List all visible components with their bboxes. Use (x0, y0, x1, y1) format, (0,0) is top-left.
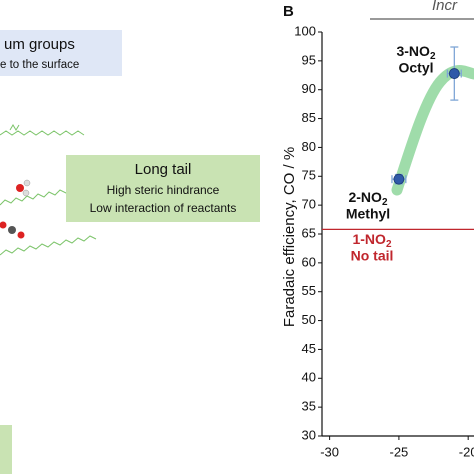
green-box (0, 425, 12, 474)
y-tick-label: 60 (302, 254, 316, 269)
annotation-subscript: 2 (386, 239, 392, 250)
x-tick-label: -25 (390, 444, 409, 459)
annotation: 2-NO2 (348, 189, 387, 208)
y-tick-label: 90 (302, 81, 316, 96)
atom (0, 221, 7, 229)
y-tick-label: 40 (302, 370, 316, 385)
trend-band (391, 65, 474, 196)
annotation-text: 2-NO (348, 189, 382, 205)
y-tick-label: 65 (302, 225, 316, 240)
green-box (66, 155, 260, 222)
annotation: No tail (351, 248, 394, 264)
annotation: 3-NO2 (396, 43, 435, 62)
box-title: Long tail (135, 161, 192, 178)
y-tick-label: 100 (294, 23, 316, 38)
y-axis-title: Faradaic efficiency, CO / % (281, 147, 298, 327)
y-tick-label: 80 (302, 139, 316, 154)
box-text: um groups (4, 36, 75, 53)
blue-box (0, 30, 122, 76)
y-tick-label: 50 (302, 312, 316, 327)
panel-label: B (283, 3, 294, 20)
box-text: e to the surface (0, 59, 79, 71)
box-text: Low interaction of reactants (90, 201, 237, 215)
atom (22, 189, 30, 197)
annotation-subscript: 2 (382, 197, 388, 208)
atom (8, 226, 16, 234)
atom (17, 231, 25, 239)
y-tick-label: 70 (302, 197, 316, 212)
y-tick-label: 45 (302, 341, 316, 356)
y-tick-label: 35 (302, 399, 316, 414)
annotation: Octyl (398, 60, 433, 76)
x-tick-label: -30 (320, 444, 339, 459)
atom (16, 184, 24, 192)
point (448, 68, 460, 79)
y-tick-label: 85 (302, 110, 316, 125)
y-tick-label: 55 (302, 283, 316, 298)
atom (23, 179, 31, 187)
molecules (0, 179, 31, 239)
annotation-subscript: 2 (430, 51, 436, 62)
annotation-text: 3-NO (396, 43, 430, 59)
header-text: Incr (432, 0, 458, 14)
y-tick-label: 95 (302, 52, 316, 67)
annotation: Methyl (346, 206, 390, 222)
box-text: High steric hindrance (107, 183, 220, 197)
y-tick-label: 75 (302, 168, 316, 183)
y-tick-label: 30 (302, 427, 316, 442)
annotation-text: 1-NO (352, 231, 386, 247)
point (393, 173, 405, 185)
annotation: 1-NO2 (352, 231, 391, 250)
x-tick-label: -20 (459, 444, 474, 459)
